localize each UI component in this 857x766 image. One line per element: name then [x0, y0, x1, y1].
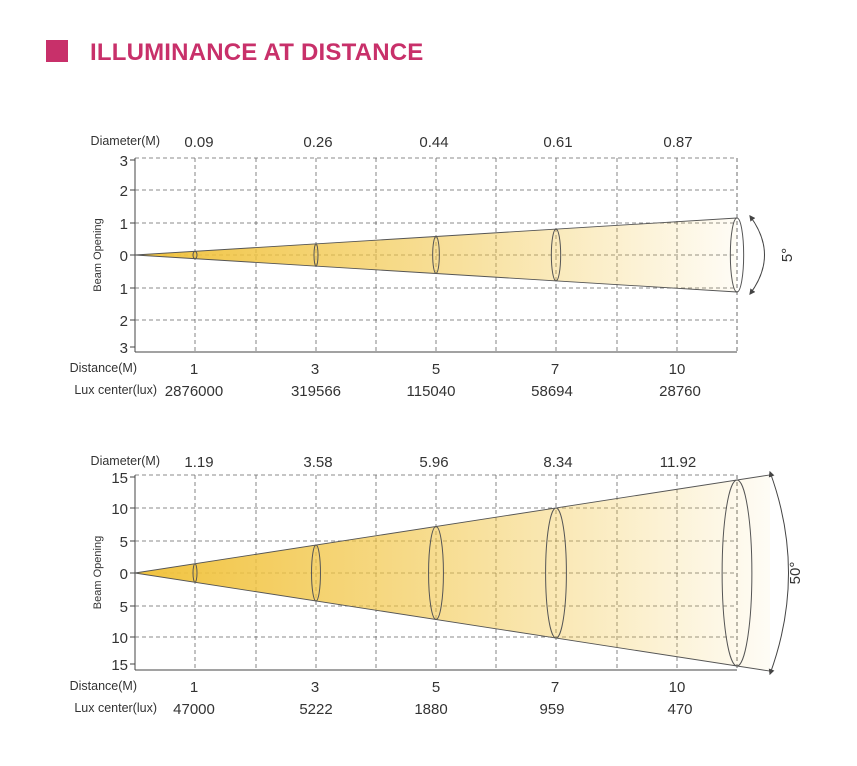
lux-value: 28760 — [659, 383, 701, 400]
lux-center-label: Lux center(lux) — [74, 701, 157, 715]
distance-value: 5 — [432, 679, 440, 696]
y-tick-label: 2 — [120, 183, 128, 200]
diameter-value: 0.09 — [184, 134, 213, 151]
beam-cross-section — [550, 228, 562, 282]
beam-cross-section — [313, 243, 319, 267]
y-tick-label: 15 — [111, 657, 128, 674]
lux-value: 2876000 — [165, 383, 223, 400]
y-tick-label: 10 — [111, 501, 128, 518]
y-tick-label: 0 — [120, 248, 128, 265]
y-tick-label: 0 — [120, 566, 128, 583]
lux-value: 58694 — [531, 383, 573, 400]
beam-edge-line — [134, 572, 771, 672]
beam-cross-section — [311, 544, 321, 602]
distance-value: 3 — [311, 361, 319, 378]
diameter-value: 0.26 — [303, 134, 332, 151]
distance-value: 7 — [551, 679, 559, 696]
beam-cone — [135, 474, 770, 672]
y-tick-label: 10 — [111, 630, 128, 647]
y-tick-label: 15 — [111, 470, 128, 487]
distance-value: 1 — [190, 361, 198, 378]
diameter-value: 11.92 — [660, 454, 696, 471]
distance-value: 5 — [432, 361, 440, 378]
distance-label: Distance(M) — [70, 361, 137, 375]
beam-cross-section — [192, 250, 198, 260]
beam-cross-section — [192, 563, 198, 583]
y-tick-label: 1 — [120, 281, 128, 298]
lux-value: 319566 — [291, 383, 341, 400]
y-tick-label: 3 — [120, 153, 128, 170]
diameter-label: Diameter(M) — [91, 454, 160, 468]
section-square-icon — [46, 40, 73, 67]
y-tick-label: 5 — [120, 534, 128, 551]
diameter-value: 0.87 — [663, 134, 692, 151]
beam-cross-section — [428, 526, 444, 620]
lux-value: 1880 — [414, 701, 447, 718]
beam-angle-arrow — [749, 215, 765, 295]
beam-cross-section — [729, 217, 745, 293]
y-tick-label: 2 — [120, 313, 128, 330]
distance-value: 10 — [669, 679, 686, 696]
beam-angle-arrow — [768, 470, 789, 676]
lux-value: 47000 — [173, 701, 215, 718]
diameter-value: 5.96 — [419, 454, 448, 471]
diameter-value: 0.61 — [543, 134, 572, 151]
y-tick-label: 3 — [120, 340, 128, 357]
lux-value: 5222 — [299, 701, 332, 718]
beam-cross-section — [432, 236, 440, 274]
y-tick-label: 5 — [120, 599, 128, 616]
distance-value: 7 — [551, 361, 559, 378]
section-header: ILLUMINANCE AT DISTANCE — [46, 38, 423, 68]
diameter-value: 1.19 — [184, 454, 213, 471]
beam-edge-line — [134, 474, 771, 574]
lux-value: 470 — [667, 701, 692, 718]
lux-center-label: Lux center(lux) — [74, 383, 157, 397]
distance-value: 3 — [311, 679, 319, 696]
beam-cross-section — [721, 479, 753, 667]
y-axis-label: Beam Opening — [92, 536, 104, 609]
y-axis-label: Beam Opening — [92, 218, 104, 291]
lux-value: 959 — [539, 701, 564, 718]
page-title: ILLUMINANCE AT DISTANCE — [90, 39, 424, 66]
distance-label: Distance(M) — [70, 679, 137, 693]
beam-angle-label: 50° — [787, 562, 804, 585]
beam-angle-label: 5° — [779, 248, 796, 262]
diameter-label: Diameter(M) — [91, 134, 160, 148]
beam-cross-section — [545, 507, 567, 639]
distance-value: 10 — [669, 361, 686, 378]
lux-value: 115040 — [407, 383, 456, 400]
y-tick-label: 1 — [120, 216, 128, 233]
distance-value: 1 — [190, 679, 198, 696]
diameter-value: 3.58 — [303, 454, 332, 471]
diameter-value: 8.34 — [543, 454, 572, 471]
beam-cone — [135, 218, 737, 292]
diameter-value: 0.44 — [419, 134, 448, 151]
